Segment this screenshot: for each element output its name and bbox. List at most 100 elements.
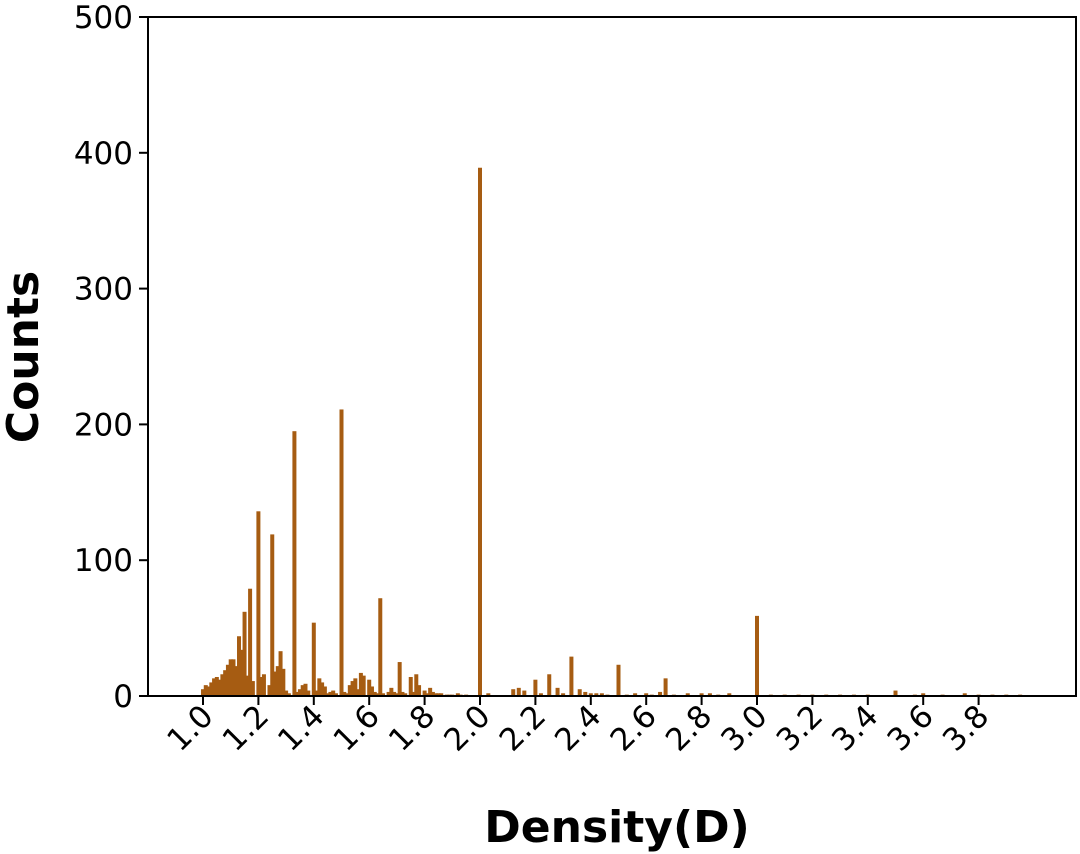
histogram-bar <box>347 685 352 696</box>
histogram-bar <box>331 690 336 696</box>
histogram-bar <box>273 671 278 696</box>
y-tick-label: 500 <box>74 0 133 36</box>
histogram-bar <box>206 686 211 696</box>
histogram-bar <box>358 672 363 696</box>
histogram-bar <box>261 674 266 696</box>
x-tick-label: 1.0 <box>160 698 220 758</box>
histogram-bar <box>212 678 217 696</box>
histogram-bar <box>555 687 560 696</box>
histogram-bar <box>533 679 538 696</box>
histogram-bar <box>381 693 386 696</box>
histogram-bar <box>242 611 247 696</box>
histogram-bar <box>322 686 327 696</box>
plot-frame <box>147 16 1077 697</box>
histogram-bar <box>538 693 543 696</box>
histogram-bar <box>455 693 460 696</box>
histogram-bar <box>414 674 419 696</box>
histogram-bar <box>295 691 300 696</box>
histogram-bar <box>284 690 289 696</box>
histogram-bar <box>893 690 898 696</box>
histogram-bar <box>245 675 250 696</box>
histogram-bar <box>328 691 333 696</box>
histogram-bar <box>425 693 430 696</box>
histogram-bar <box>356 689 361 696</box>
x-tick-label: 1.2 <box>216 698 276 758</box>
histogram-bar <box>417 685 422 696</box>
histogram-bar <box>616 664 621 696</box>
histogram-bar <box>325 693 330 696</box>
x-tick-label: 3.2 <box>770 698 830 758</box>
histogram-bar <box>333 693 338 696</box>
histogram-bar <box>311 622 316 696</box>
histogram-bar <box>292 431 297 696</box>
histogram-bar <box>400 691 405 696</box>
histogram-bar <box>317 678 322 696</box>
histogram-bar <box>389 687 394 696</box>
histogram-bar <box>248 588 253 696</box>
x-tick-label: 2.4 <box>548 698 608 758</box>
histogram-bar <box>547 674 552 696</box>
histogram-bar <box>921 693 926 696</box>
histogram-bar <box>220 674 225 696</box>
histogram-bar <box>727 693 732 696</box>
histogram-bar <box>350 681 355 696</box>
histogram-bar <box>478 167 482 697</box>
histogram-bar <box>231 659 236 696</box>
histogram-bar <box>275 666 280 696</box>
histogram-bar <box>386 691 391 696</box>
histogram-bar <box>201 689 205 696</box>
histogram-bar <box>486 693 491 696</box>
histogram-bar <box>306 690 311 696</box>
x-tick-label: 3.4 <box>825 698 885 758</box>
histogram-bar <box>250 681 255 696</box>
histogram-bar <box>658 691 663 696</box>
x-axis: 1.01.21.41.61.82.02.22.42.62.83.03.23.43… <box>160 696 996 759</box>
histogram-bar <box>644 693 649 696</box>
histogram-bar <box>342 691 347 696</box>
histogram-bar <box>239 649 244 696</box>
histogram-bar <box>270 534 275 696</box>
histogram-bar <box>361 675 366 696</box>
x-axis-title: Density(D) <box>484 802 749 853</box>
histogram-bar <box>411 691 416 696</box>
histogram-bar <box>303 683 308 696</box>
histogram-bar <box>320 682 325 696</box>
x-tick-label: 3.8 <box>936 698 996 758</box>
histogram-bar <box>699 693 704 696</box>
histogram-bar <box>430 691 435 696</box>
histogram-bar <box>367 679 372 696</box>
histogram-bar <box>223 670 228 696</box>
histogram-bar <box>408 676 413 696</box>
x-tick-label: 2.2 <box>493 698 553 758</box>
x-tick-label: 3.0 <box>714 698 774 758</box>
y-tick-label: 0 <box>113 679 133 715</box>
x-tick-label: 2.8 <box>659 698 719 758</box>
y-tick-label: 200 <box>74 407 133 443</box>
histogram-bar <box>314 690 319 696</box>
histogram-bar <box>217 679 222 696</box>
histogram-bar <box>225 664 230 696</box>
y-axis-title: Counts <box>0 271 49 443</box>
y-axis: 0 100 200 300 400 500 <box>74 0 148 715</box>
histogram-bar <box>583 691 588 696</box>
histogram-bar <box>436 693 441 696</box>
histogram-bar <box>237 636 242 696</box>
x-tick-label: 1.8 <box>382 698 442 758</box>
histogram-bar <box>522 690 527 696</box>
histogram-bar <box>375 693 380 696</box>
histogram-bar <box>256 511 261 696</box>
histogram-bar <box>300 685 305 696</box>
y-tick-label: 100 <box>74 543 133 579</box>
x-tick-label: 1.6 <box>327 698 387 758</box>
histogram-bar <box>685 693 690 696</box>
histogram-bar <box>594 693 599 696</box>
histogram-bar <box>286 693 291 696</box>
histogram-bar <box>599 693 604 696</box>
x-tick-label: 2.6 <box>604 698 664 758</box>
histogram-bar <box>278 651 283 696</box>
histogram-bar <box>561 693 566 696</box>
histogram-bar <box>397 662 402 696</box>
histogram-bar <box>588 693 593 696</box>
histogram-bar <box>369 686 374 696</box>
histogram-bar <box>267 685 272 696</box>
